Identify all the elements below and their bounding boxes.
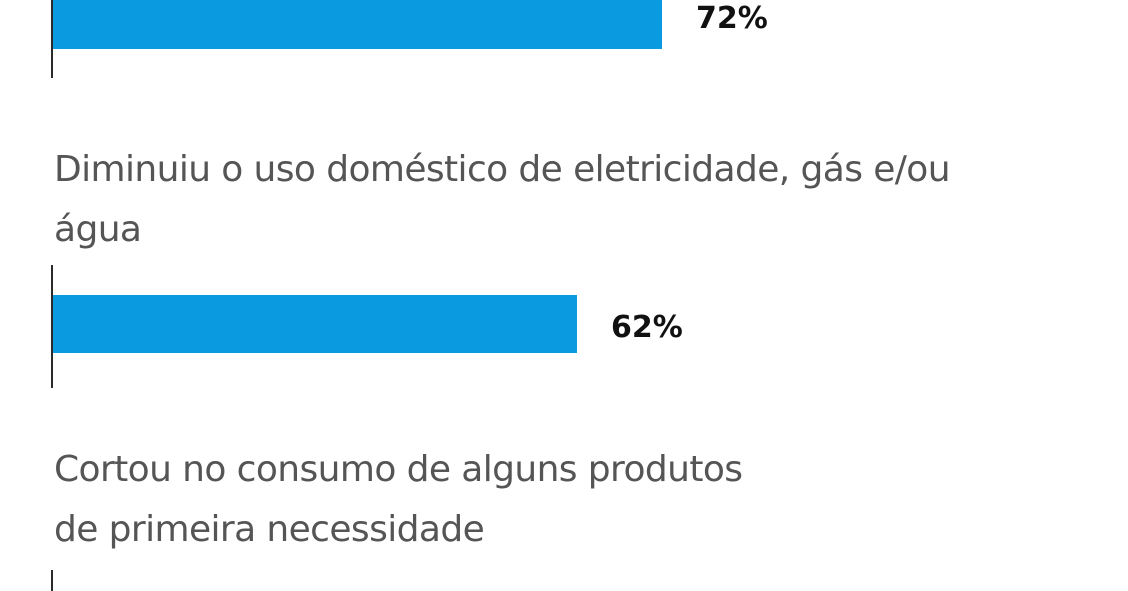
category-label: Diminuiu o uso doméstico de eletricidade… — [54, 149, 951, 250]
category-axis-line — [51, 570, 53, 591]
category-axis-line — [51, 265, 53, 388]
bar — [53, 0, 662, 49]
bar — [53, 295, 577, 353]
category-label: Cortou no consumo de alguns produtos de … — [54, 449, 743, 550]
bar-value-label: 62% — [611, 310, 683, 345]
bar-value-label: 72% — [696, 1, 768, 36]
category-axis-line — [51, 0, 53, 78]
